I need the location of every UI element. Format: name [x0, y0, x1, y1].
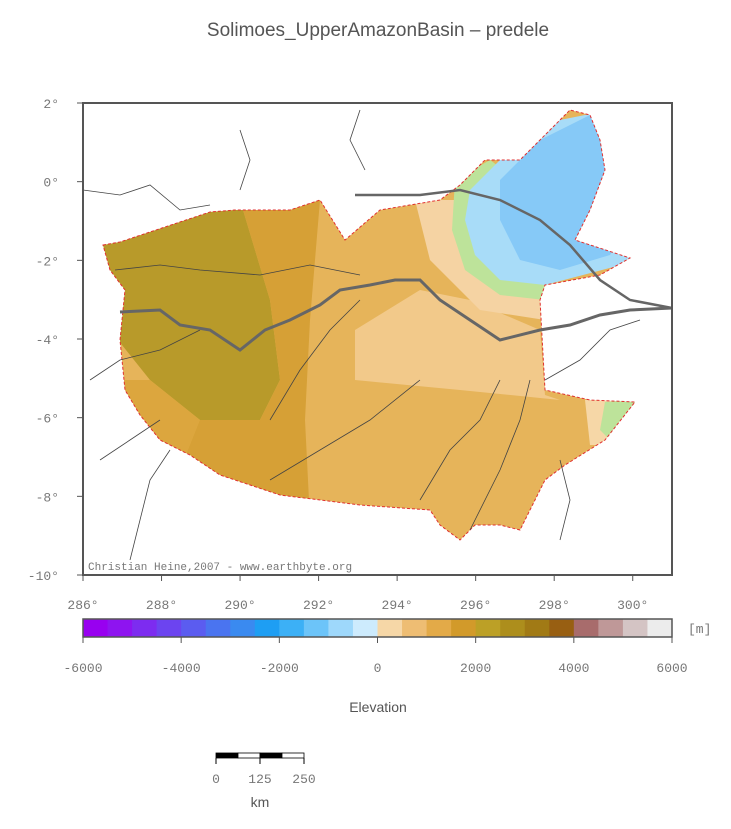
- y-tick-label: 0°: [43, 176, 59, 191]
- colorbar-label: Elevation: [349, 699, 407, 715]
- negro: [355, 188, 673, 310]
- x-tick-label: 290°: [224, 598, 255, 613]
- river: [269, 299, 361, 421]
- scalebar-segment: [281, 752, 305, 759]
- colorbar-tick-label: -4000: [162, 661, 201, 676]
- colorbar-swatch: [132, 619, 158, 637]
- y-tick-label: -4°: [36, 333, 59, 348]
- colorbar-swatch: [83, 619, 109, 637]
- river: [99, 419, 161, 461]
- colorbar-swatch: [500, 619, 526, 637]
- colorbar-swatch: [622, 619, 648, 637]
- colorbar-tick-label: 2000: [460, 661, 491, 676]
- y-tick-label: -6°: [36, 412, 59, 427]
- colorbar-tick-label: 4000: [558, 661, 589, 676]
- river: [129, 449, 171, 561]
- colorbar-tick-label: -6000: [63, 661, 102, 676]
- colorbar-tick-label: -2000: [260, 661, 299, 676]
- colorbar-swatch: [156, 619, 182, 637]
- colorbar-swatch: [107, 619, 133, 637]
- river: [89, 329, 201, 381]
- river: [82, 184, 211, 211]
- colorbar-swatch: [524, 619, 550, 637]
- colorbar-unit: [m]: [688, 622, 711, 637]
- colorbar-swatch: [254, 619, 280, 637]
- scalebar-unit: km: [251, 794, 270, 810]
- colorbar-swatch: [426, 619, 452, 637]
- credit: Christian Heine,2007 - www.earthbyte.org: [88, 562, 352, 574]
- colorbar-swatch: [303, 619, 329, 637]
- colorbar-swatch: [328, 619, 354, 637]
- y-tick-label: -8°: [36, 490, 59, 505]
- river: [559, 459, 571, 541]
- y-tick-label: -10°: [28, 569, 59, 584]
- x-tick-label: 296°: [460, 598, 491, 613]
- x-tick-label: 298°: [539, 598, 570, 613]
- zone-brown: [150, 200, 320, 520]
- basin-outline: [102, 109, 636, 541]
- scalebar-segment: [215, 752, 239, 759]
- main-river: [119, 188, 673, 352]
- colorbar-swatch: [549, 619, 575, 637]
- rivers: [82, 109, 641, 561]
- zone-dark: [103, 200, 280, 420]
- colorbar-swatch: [598, 619, 624, 637]
- x-tick-label: 288°: [146, 598, 177, 613]
- zone-light: [355, 290, 560, 400]
- colorbar-swatch: [402, 619, 428, 637]
- colorbar-swatch: [377, 619, 403, 637]
- scalebar-tick-label: 0: [212, 772, 220, 787]
- colorbar-swatch: [230, 619, 256, 637]
- colorbar-swatch: [451, 619, 477, 637]
- river: [349, 109, 366, 171]
- scalebar-segment: [259, 752, 283, 759]
- colorbar-tick-label: 0: [374, 661, 382, 676]
- river: [269, 379, 421, 481]
- amazon: [119, 278, 673, 352]
- river: [114, 264, 361, 276]
- y-tick-label: -2°: [36, 254, 59, 269]
- colorbar-swatch: [279, 619, 305, 637]
- colorbar-swatch: [205, 619, 231, 637]
- river: [239, 129, 251, 191]
- x-tick-label: 300°: [617, 598, 648, 613]
- x-tick-label: 286°: [67, 598, 98, 613]
- colorbar: [83, 619, 673, 637]
- colorbar-swatch: [352, 619, 378, 637]
- y-tick-label: 2°: [43, 97, 59, 112]
- colorbar-swatch: [475, 619, 501, 637]
- colorbar-swatch: [181, 619, 207, 637]
- river: [419, 379, 501, 501]
- scalebar-tick-label: 125: [248, 772, 271, 787]
- colorbar-tick-label: 6000: [656, 661, 687, 676]
- scalebar-tick-label: 250: [292, 772, 315, 787]
- scalebar-segment: [237, 752, 261, 759]
- x-tick-label: 294°: [382, 598, 413, 613]
- title: Solimoes_UpperAmazonBasin – predele: [207, 20, 549, 41]
- river: [469, 379, 531, 531]
- colorbar-swatch: [573, 619, 599, 637]
- x-tick-label: 292°: [303, 598, 334, 613]
- colorbar-swatch: [647, 619, 673, 637]
- river: [544, 319, 641, 381]
